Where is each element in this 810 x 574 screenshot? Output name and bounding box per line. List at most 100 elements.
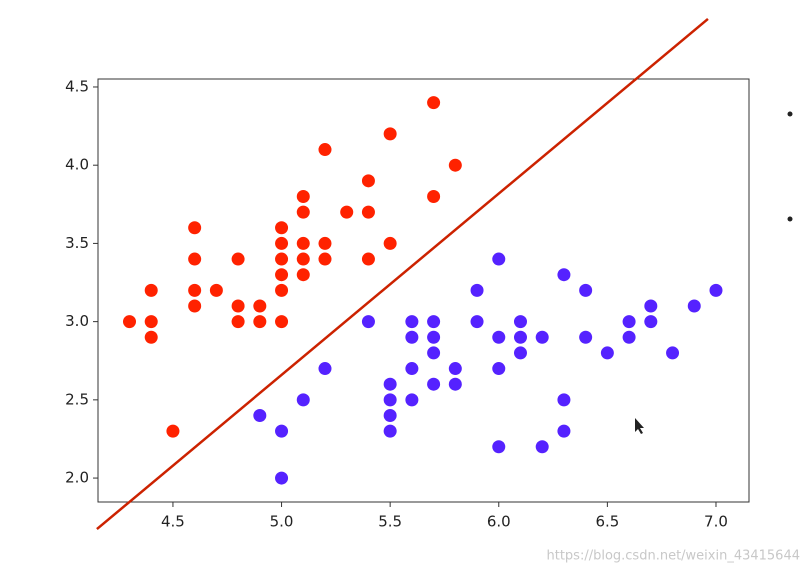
point (231, 315, 245, 329)
y-tick-label: 3.0 (65, 312, 89, 330)
point (318, 236, 332, 250)
point (535, 440, 549, 454)
point (209, 283, 223, 297)
point (188, 221, 202, 235)
point (579, 330, 593, 344)
point (622, 315, 636, 329)
point (600, 346, 614, 360)
plot-frame (97, 78, 750, 503)
point (383, 377, 397, 391)
point (383, 424, 397, 438)
point (427, 315, 441, 329)
point (383, 236, 397, 250)
point (275, 268, 289, 282)
point (122, 315, 136, 329)
point (470, 283, 484, 297)
point (513, 346, 527, 360)
point (405, 362, 419, 376)
point (513, 315, 527, 329)
x-tick-label: 4.5 (161, 513, 185, 531)
point (188, 299, 202, 313)
point (427, 346, 441, 360)
point (144, 315, 158, 329)
point (427, 377, 441, 391)
point (513, 330, 527, 344)
point (492, 252, 506, 266)
x-tick-label: 6.5 (595, 513, 619, 531)
point (296, 236, 310, 250)
point (340, 205, 354, 219)
x-tick-label: 5.5 (378, 513, 402, 531)
point (231, 299, 245, 313)
point (253, 408, 267, 422)
point (687, 299, 701, 313)
y-tick-label: 2.0 (65, 469, 89, 487)
y-tick-label: 4.5 (65, 77, 89, 95)
point (644, 315, 658, 329)
point (535, 330, 549, 344)
point (557, 393, 571, 407)
point (361, 174, 375, 188)
point (448, 362, 462, 376)
point (275, 221, 289, 235)
point (275, 471, 289, 485)
point (427, 189, 441, 203)
point (253, 315, 267, 329)
bullet (787, 111, 793, 117)
cursor (635, 418, 644, 434)
point (405, 315, 419, 329)
point (144, 330, 158, 344)
point (709, 283, 723, 297)
point (361, 205, 375, 219)
point (318, 143, 332, 157)
point (296, 252, 310, 266)
point (296, 268, 310, 282)
point (492, 362, 506, 376)
watermark: https://blog.csdn.net/weixin_43415644 (546, 549, 800, 564)
point (361, 252, 375, 266)
point (579, 283, 593, 297)
point (296, 205, 310, 219)
point (296, 189, 310, 203)
point (427, 96, 441, 110)
point (557, 268, 571, 282)
point (318, 252, 332, 266)
x-tick-label: 6.0 (487, 513, 511, 531)
point (275, 424, 289, 438)
point (188, 283, 202, 297)
point (666, 346, 680, 360)
point (383, 127, 397, 141)
point (644, 299, 658, 313)
point (383, 393, 397, 407)
point (405, 330, 419, 344)
y-tick-label: 3.5 (65, 234, 89, 252)
y-tick-label: 4.0 (65, 156, 89, 174)
x-tick-label: 5.0 (270, 513, 294, 531)
point (405, 393, 419, 407)
point (144, 283, 158, 297)
point (296, 393, 310, 407)
point (275, 283, 289, 297)
point (361, 315, 375, 329)
point (427, 330, 441, 344)
point (253, 299, 267, 313)
x-tick-label: 7.0 (704, 513, 728, 531)
point (275, 236, 289, 250)
point (448, 158, 462, 172)
point (383, 408, 397, 422)
point (275, 315, 289, 329)
point (275, 252, 289, 266)
point (166, 424, 180, 438)
point (188, 252, 202, 266)
point (557, 424, 571, 438)
point (492, 440, 506, 454)
point (448, 377, 462, 391)
bullet (787, 216, 793, 222)
point (622, 330, 636, 344)
point (231, 252, 245, 266)
y-tick-label: 2.5 (65, 390, 89, 408)
line (96, 17, 709, 531)
point (492, 330, 506, 344)
point (470, 315, 484, 329)
